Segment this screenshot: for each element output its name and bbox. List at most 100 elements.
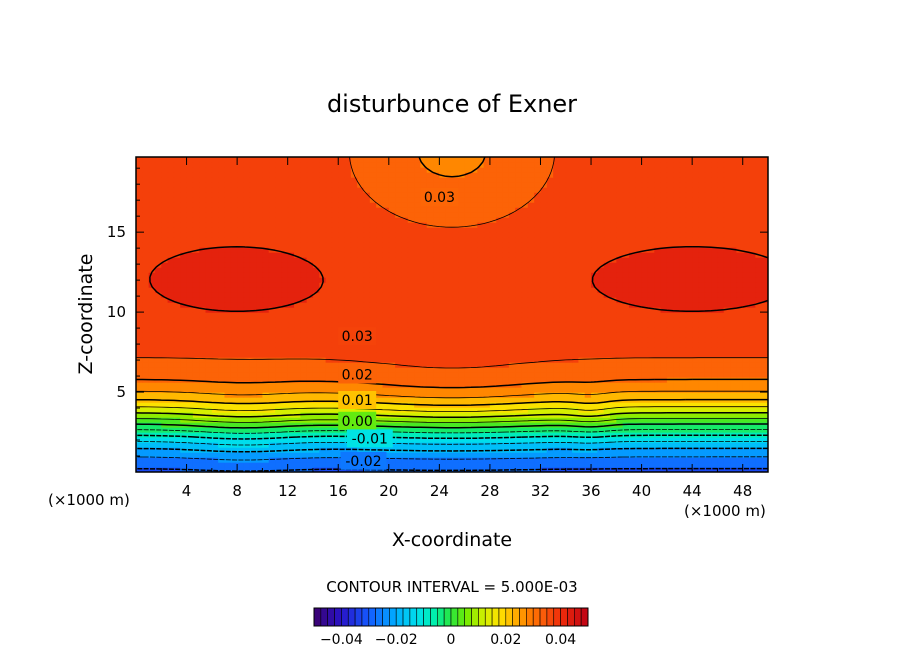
- contour-band-cell: [192, 312, 200, 318]
- contour-band-cell: [237, 387, 245, 393]
- contour-band-cell: [489, 372, 497, 378]
- contour-band-cell: [281, 377, 289, 383]
- contour-band-cell: [312, 282, 320, 288]
- contour-band-cell: [268, 367, 276, 373]
- contour-band-cell: [508, 397, 516, 403]
- contour-band-cell: [641, 277, 649, 283]
- contour-band-cell: [591, 337, 599, 343]
- contour-band-cell: [230, 447, 238, 453]
- contour-band-cell: [319, 342, 327, 348]
- contour-band-cell: [218, 332, 226, 338]
- contour-band-cell: [407, 387, 415, 393]
- contour-band-cell: [211, 387, 219, 393]
- contour-band-cell: [395, 312, 403, 318]
- contour-band-cell: [673, 442, 681, 448]
- contour-band-cell: [319, 247, 327, 253]
- contour-band-cell: [540, 232, 548, 238]
- contour-band-cell: [591, 292, 599, 298]
- contour-band-cell: [572, 307, 580, 313]
- contour-band-cell: [382, 272, 390, 278]
- contour-band-cell: [154, 462, 162, 468]
- contour-band-cell: [148, 292, 156, 298]
- contour-band-cell: [742, 362, 750, 368]
- contour-band-cell: [420, 272, 428, 278]
- contour-band-cell: [369, 352, 377, 358]
- contour-band-cell: [761, 342, 768, 348]
- contour-band-cell: [199, 387, 207, 393]
- contour-band-cell: [584, 317, 592, 323]
- contour-band-cell: [154, 372, 162, 378]
- contour-band-cell: [521, 317, 529, 323]
- contour-band-cell: [660, 257, 668, 263]
- contour-band-cell: [546, 402, 554, 408]
- contour-band-cell: [142, 257, 150, 263]
- contour-band-cell: [237, 437, 245, 443]
- contour-band-cell: [224, 252, 232, 258]
- contour-band-cell: [730, 327, 738, 333]
- contour-band-cell: [616, 232, 624, 238]
- contour-band-cell: [325, 352, 333, 358]
- contour-band-cell: [344, 352, 352, 358]
- contour-band-cell: [414, 252, 422, 258]
- contour-band-cell: [470, 432, 478, 438]
- contour-band-cell: [186, 457, 194, 463]
- contour-band-cell: [603, 262, 611, 268]
- contour-band-cell: [572, 437, 580, 443]
- contour-band-cell: [584, 272, 592, 278]
- contour-band-cell: [717, 442, 725, 448]
- contour-band-cell: [742, 327, 750, 333]
- contour-band-cell: [338, 312, 346, 318]
- contour-band-cell: [148, 252, 156, 258]
- contour-band-cell: [534, 462, 542, 468]
- contour-band-cell: [312, 287, 320, 293]
- contour-band-cell: [306, 382, 314, 388]
- contour-band-cell: [256, 407, 264, 413]
- contour-band-cell: [502, 432, 510, 438]
- contour-band-cell: [641, 457, 649, 463]
- contour-band-cell: [685, 407, 693, 413]
- contour-band-cell: [218, 467, 226, 472]
- contour-band-cell: [502, 462, 510, 468]
- contour-band-cell: [565, 382, 573, 388]
- contour-band-cell: [736, 322, 744, 328]
- contour-band-cell: [439, 337, 447, 343]
- contour-band-cell: [350, 292, 358, 298]
- contour-band-cell: [654, 467, 662, 472]
- contour-band-cell: [496, 307, 504, 313]
- contour-band-cell: [199, 282, 207, 288]
- contour-band-cell: [565, 387, 573, 393]
- contour-band-cell: [262, 282, 270, 288]
- contour-band-cell: [388, 222, 396, 228]
- contour-band-cell: [243, 372, 251, 378]
- contour-band-cell: [154, 232, 162, 238]
- contour-band-cell: [395, 242, 403, 248]
- contour-band-cell: [591, 352, 599, 358]
- contour-band-cell: [395, 422, 403, 428]
- contour-band-cell: [237, 302, 245, 308]
- contour-band-cell: [679, 347, 687, 353]
- contour-band-cell: [546, 312, 554, 318]
- contour-band-cell: [717, 452, 725, 458]
- contour-band-cell: [483, 292, 491, 298]
- contour-band-cell: [761, 417, 768, 423]
- contour-band-cell: [420, 417, 428, 423]
- contour-band-cell: [578, 347, 586, 353]
- contour-band-cell: [211, 352, 219, 358]
- contour-band-cell: [654, 387, 662, 393]
- contour-band-cell: [591, 277, 599, 283]
- contour-band-cell: [268, 372, 276, 378]
- contour-band-cell: [243, 467, 251, 472]
- contour-band-cell: [597, 292, 605, 298]
- contour-band-cell: [452, 302, 460, 308]
- contour-band-cell: [439, 252, 447, 258]
- contour-band-cell: [673, 382, 681, 388]
- contour-band-cell: [211, 427, 219, 433]
- contour-band-cell: [742, 422, 750, 428]
- contour-band-cell: [363, 277, 371, 283]
- contour-band-cell: [445, 232, 453, 238]
- contour-band-cell: [224, 247, 232, 253]
- contour-band-cell: [414, 417, 422, 423]
- contour-band-cell: [186, 257, 194, 263]
- contour-band-cell: [439, 447, 447, 453]
